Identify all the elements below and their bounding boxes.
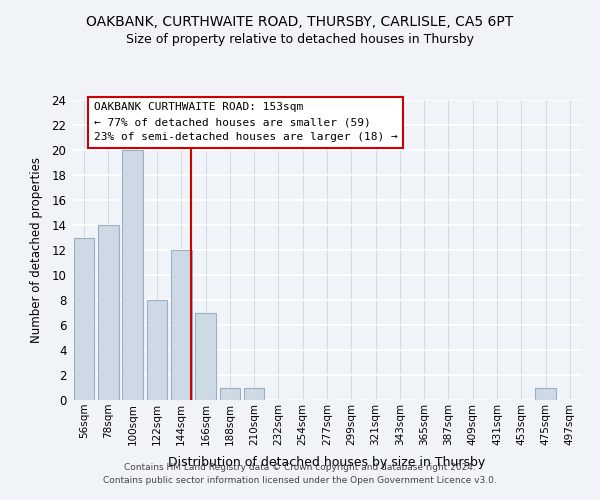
Bar: [535, 388, 556, 400]
Bar: [195, 312, 216, 400]
Text: OAKBANK, CURTHWAITE ROAD, THURSBY, CARLISLE, CA5 6PT: OAKBANK, CURTHWAITE ROAD, THURSBY, CARLI…: [86, 15, 514, 29]
Text: Contains HM Land Registry data © Crown copyright and database right 2024.
Contai: Contains HM Land Registry data © Crown c…: [103, 463, 497, 485]
Text: OAKBANK CURTHWAITE ROAD: 153sqm
← 77% of detached houses are smaller (59)
23% of: OAKBANK CURTHWAITE ROAD: 153sqm ← 77% of…: [94, 102, 398, 142]
Bar: [171, 250, 191, 400]
X-axis label: Distribution of detached houses by size in Thursby: Distribution of detached houses by size …: [169, 456, 485, 469]
Bar: [244, 388, 265, 400]
Y-axis label: Number of detached properties: Number of detached properties: [30, 157, 43, 343]
Bar: [74, 238, 94, 400]
Bar: [122, 150, 143, 400]
Bar: [98, 225, 119, 400]
Text: Size of property relative to detached houses in Thursby: Size of property relative to detached ho…: [126, 32, 474, 46]
Bar: [220, 388, 240, 400]
Bar: [146, 300, 167, 400]
